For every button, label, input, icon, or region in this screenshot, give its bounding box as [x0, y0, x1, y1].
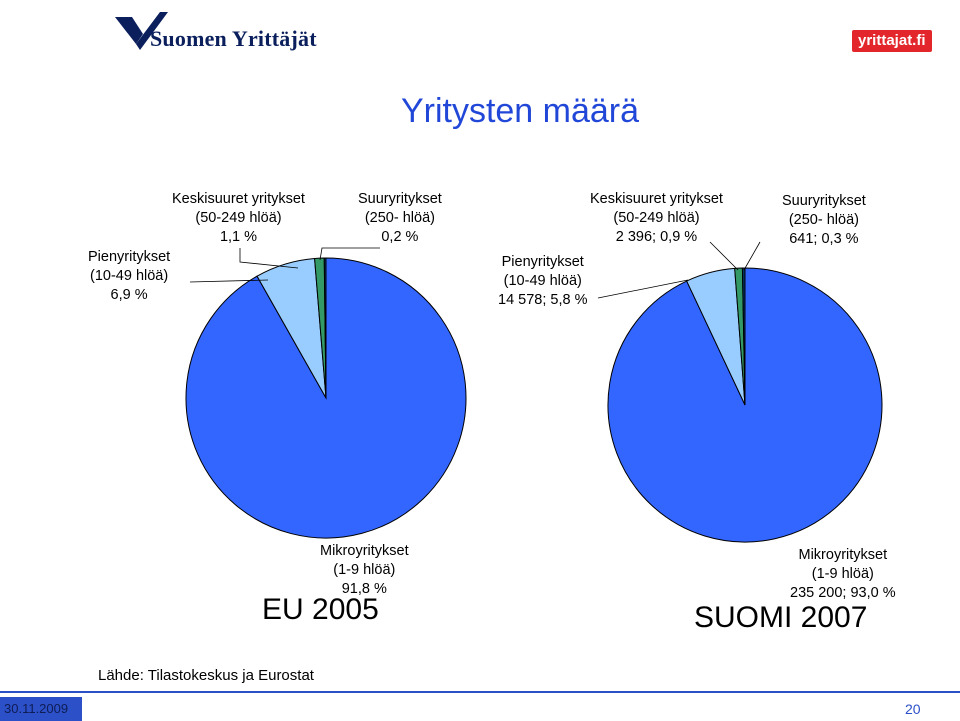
eu-leader-line-2: [239, 248, 299, 269]
footer-date: 30.11.2009: [0, 697, 82, 721]
logo-right[interactable]: yrittajat.fi: [852, 30, 932, 52]
fi-label-micro: Mikroyritykset (1-9 hlöä) 235 200; 93,0 %: [790, 547, 896, 601]
fi-label-small: Pienyritykset (10-49 hlöä) 14 578; 5,8 %: [498, 254, 588, 308]
eu-leader-line-1: [189, 279, 269, 283]
fi-leader-line-3: [743, 241, 761, 271]
eu-label-large: Suuryritykset (250- hlöä) 0,2 %: [358, 191, 442, 245]
eu-slice-suuryritykset: [323, 257, 327, 399]
page-number: 20: [905, 701, 921, 717]
eu-label-micro: Mikroyritykset (1-9 hlöä) 91,8 %: [320, 543, 409, 597]
logo-left-text: Suomen Yrittäjät: [150, 26, 317, 51]
fi-label-large: Suuryritykset (250- hlöä) 641; 0,3 %: [782, 193, 866, 247]
eu-caption: EU 2005: [262, 593, 379, 626]
source-note: Lähde: Tilastokeskus ja Eurostat: [98, 667, 314, 684]
fi-caption: SUOMI 2007: [694, 601, 868, 634]
eu-label-small: Pienyritykset (10-49 hlöä) 6,9 %: [88, 249, 171, 303]
fi-leader-line-1: [597, 279, 689, 299]
fi-leader-line-2: [709, 241, 739, 271]
eu-label-medium: Keskisuuret yritykset (50-249 hlöä) 1,1 %: [172, 191, 305, 245]
eu-leader-line-3: [319, 247, 380, 261]
page-title: Yritysten määrä: [400, 92, 640, 130]
footer-bar: [0, 691, 960, 721]
fi-label-medium: Keskisuuret yritykset (50-249 hlöä) 2 396;…: [590, 191, 723, 245]
